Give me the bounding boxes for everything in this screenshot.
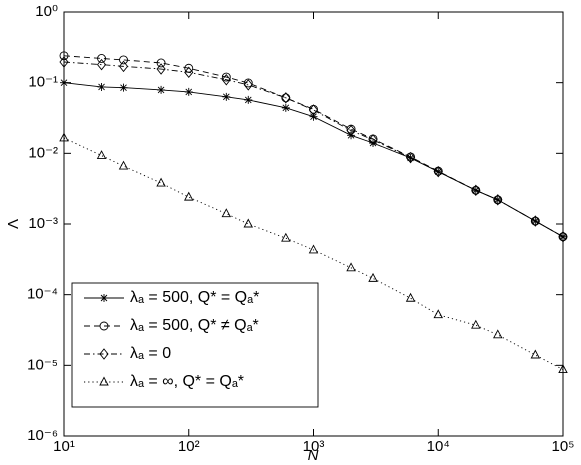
legend-label: λₐ = 0 [130,345,171,362]
marker [281,92,291,104]
y-axis-label: Λ [5,219,22,229]
marker [308,104,319,116]
series-line [63,61,564,238]
x-tick-label: 10² [178,438,200,455]
marker [97,54,107,63]
marker [281,232,291,242]
marker [59,51,69,61]
marker [493,329,503,339]
x-axis-label: N [308,447,319,464]
x-tick-label: 10⁴ [427,438,450,455]
marker [405,151,416,164]
y-tick-label: 10⁻⁵ [27,356,58,373]
marker [346,262,356,272]
series-line [63,137,564,371]
marker [157,85,166,94]
marker [99,348,109,360]
marker [243,218,254,228]
marker [96,58,107,71]
marker [156,63,166,75]
series-line [63,82,564,238]
y-tick-label: 10⁻² [28,144,58,161]
y-tick-label: 10⁻¹ [28,74,58,91]
marker [184,87,193,96]
marker [97,82,106,91]
marker [559,232,567,241]
marker [244,95,253,104]
y-tick-label: 10⁻⁶ [27,427,58,444]
marker [471,319,481,329]
legend: λₐ = 500, Q* = Qₐ* λₐ = 500, Q* ≠ Qₐ* λₐ =… [71,282,319,408]
marker [99,376,109,386]
marker [59,56,69,68]
marker [530,349,541,359]
legend-label: λₐ = 500, Q* = Qₐ* [130,289,259,306]
marker [368,272,378,282]
marker [221,74,231,86]
marker [558,364,568,374]
marker [405,292,416,302]
marker [346,124,356,137]
y-tick-label: 10⁰ [35,3,58,20]
legend-label: λₐ = 500, Q* ≠ Qₐ* [130,317,259,334]
marker [156,177,166,187]
marker [309,112,318,121]
marker [433,165,443,178]
marker [184,191,194,201]
marker [221,72,231,82]
x-tick-label: 10¹ [53,438,75,455]
marker [59,132,69,142]
marker [184,66,194,79]
marker [308,244,319,254]
marker [100,294,108,302]
marker [558,231,568,243]
marker [118,60,129,73]
legend-box [71,282,319,408]
x-tick-label: 10⁵ [552,438,575,455]
y-tick-label: 10⁻³ [28,215,58,232]
marker [493,194,503,206]
marker [368,134,378,146]
marker [222,92,231,101]
marker [221,208,232,218]
legend-label: λₐ = ∞, Q* = Qₐ* [130,373,244,390]
y-tick-label: 10⁻⁴ [27,286,58,303]
marker [471,184,481,197]
marker [243,79,253,91]
marker [156,58,166,68]
marker [60,78,68,87]
marker [243,78,253,88]
x-tick-label: 10³ [303,438,325,455]
marker [119,83,128,92]
marker [530,215,540,227]
series-line [63,55,564,238]
marker [96,150,107,160]
marker [118,160,129,170]
marker [433,309,443,319]
marker [99,321,109,331]
marker [406,153,415,162]
marker [119,55,128,65]
marker [281,103,290,112]
